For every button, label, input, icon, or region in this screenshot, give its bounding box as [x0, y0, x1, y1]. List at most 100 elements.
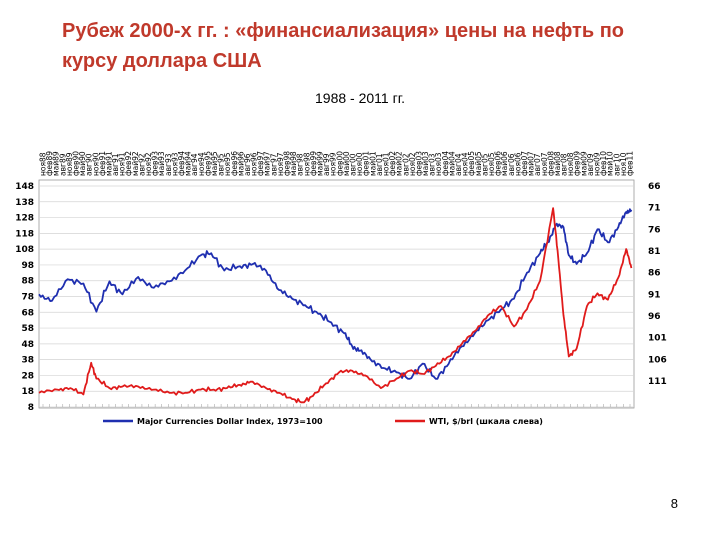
x-tick-label: фев03 [414, 151, 423, 176]
x-tick-label: авг94 [190, 153, 199, 176]
x-tick-label: фев10 [599, 151, 608, 176]
x-tick-label: май98 [289, 151, 298, 176]
x-tick-labels: ноя88фев89май89авг89ноя89фев90май90авг90… [39, 151, 635, 176]
x-tick-label: фев89 [45, 151, 54, 176]
x-tick-label: фев95 [203, 151, 212, 176]
x-tick-label: май97 [263, 151, 272, 176]
vertical-gridlines [42, 404, 631, 407]
left-axis-ticks: 148 138 128 118 108 98 88 78 68 58 48 38 28 18 8 [15, 182, 34, 413]
x-tick-label: ноя94 [197, 152, 206, 176]
x-tick-label: фев01 [362, 151, 371, 176]
x-tick-label: авг98 [296, 153, 305, 176]
x-tick-label: фев98 [283, 151, 292, 176]
x-tick-label: ноя88 [39, 152, 48, 176]
right-axis-ticks: 66 71 76 81 86 91 96 101 106 111 [648, 182, 667, 387]
right-tick-label: 66 [648, 182, 661, 192]
x-tick-label: авг91 [111, 153, 120, 176]
x-tick-label: ноя05 [487, 152, 496, 176]
right-tick-label: 96 [648, 312, 661, 322]
x-tick-label: авг00 [348, 153, 357, 176]
left-tick-label: 48 [21, 340, 34, 350]
x-tick-label: ноя09 [593, 152, 602, 176]
x-tick-label: авг92 [137, 153, 146, 176]
left-tick-label: 88 [21, 277, 34, 287]
x-tick-label: ноя02 [408, 152, 417, 176]
legend-label-dollar-index: Major Currencies Dollar Index, 1973=100 [137, 417, 323, 426]
x-tick-label: ноя04 [461, 152, 470, 176]
x-tick-label: фев99 [309, 151, 318, 176]
x-tick-label: авг05 [480, 153, 489, 176]
series-line-wti [38, 207, 633, 404]
x-tick-label: май04 [447, 151, 456, 176]
page-number: 8 [670, 496, 678, 511]
x-tick-label: авг03 [428, 153, 437, 176]
series-line-dollar-index [38, 208, 633, 380]
x-tick-label: ноя90 [91, 152, 100, 176]
x-tick-label: ноя07 [540, 152, 549, 176]
x-tick-label: май93 [157, 151, 166, 176]
x-tick-label: май99 [316, 151, 325, 176]
x-tick-label: авг01 [375, 153, 384, 176]
x-tick-label: ноя96 [250, 152, 259, 176]
left-tick-label: 58 [21, 324, 34, 334]
left-tick-label: 8 [28, 403, 34, 413]
right-tick-label: 71 [648, 204, 661, 214]
left-tick-label: 98 [21, 261, 34, 271]
right-tick-label: 81 [648, 247, 661, 257]
x-tick-label: фев94 [177, 151, 186, 176]
right-tick-label: 76 [648, 225, 661, 235]
x-tick-label: ноя98 [302, 152, 311, 176]
left-tick-label: 118 [15, 229, 34, 239]
x-tick-label: авг90 [85, 153, 94, 176]
x-tick-label: фев07 [520, 151, 529, 176]
x-tick-label: май90 [78, 151, 87, 176]
left-tick-label: 138 [15, 198, 34, 208]
right-tick-label: 86 [648, 269, 661, 279]
x-tick-label: авг07 [533, 153, 542, 176]
x-tick-label: ноя91 [118, 152, 127, 176]
x-tick-label: май91 [104, 151, 113, 176]
x-tick-label: май03 [421, 151, 430, 176]
x-tick-label: май08 [553, 151, 562, 176]
x-tick-label: ноя03 [434, 152, 443, 176]
x-tick-label: ноя95 [223, 152, 232, 176]
right-tick-label: 101 [648, 334, 667, 344]
right-tick-label: 111 [648, 377, 667, 387]
x-tick-label: ноя01 [381, 152, 390, 176]
x-tick-label: фев90 [71, 151, 80, 176]
x-tick-label: май95 [210, 151, 219, 176]
left-tick-label: 148 [15, 182, 34, 192]
x-tick-label: ноя00 [355, 152, 364, 176]
right-tick-label: 91 [648, 290, 661, 300]
x-tick-label: ноя08 [566, 152, 575, 176]
x-tick-label: май09 [579, 151, 588, 176]
x-tick-label: ноя10 [619, 152, 628, 176]
x-tick-label: ноя93 [170, 152, 179, 176]
slide-subtitle: 1988 - 2011 гг. [315, 90, 405, 106]
x-tick-label: ноя97 [276, 152, 285, 176]
x-tick-label: авг96 [243, 153, 252, 176]
x-tick-label: май05 [474, 151, 483, 176]
x-tick-label: авг08 [560, 153, 569, 176]
left-tick-label: 28 [21, 371, 34, 381]
x-tick-label: фев08 [546, 151, 555, 176]
x-tick-label: авг09 [586, 153, 595, 176]
x-tick-label: фев97 [256, 151, 265, 176]
x-tick-label: фев05 [467, 151, 476, 176]
x-tick-label: авг93 [164, 153, 173, 176]
x-tick-label: май00 [342, 151, 351, 176]
x-tick-label: фев92 [124, 151, 133, 176]
x-tick-label: авг06 [507, 153, 516, 176]
x-tick-label: авг89 [58, 153, 67, 176]
x-tick-label: фев91 [98, 151, 107, 176]
x-tick-label: май94 [184, 151, 193, 176]
x-tick-label: май92 [131, 151, 140, 176]
x-tick-label: авг04 [454, 153, 463, 176]
x-tick-label: фев02 [388, 151, 397, 176]
x-tick-label: ноя92 [144, 152, 153, 176]
x-tick-label: май10 [606, 151, 615, 176]
x-tick-label: фев04 [441, 151, 450, 176]
x-tick-label: ноя99 [329, 152, 338, 176]
left-tick-label: 128 [15, 214, 34, 224]
x-tick-label: май89 [52, 151, 61, 176]
